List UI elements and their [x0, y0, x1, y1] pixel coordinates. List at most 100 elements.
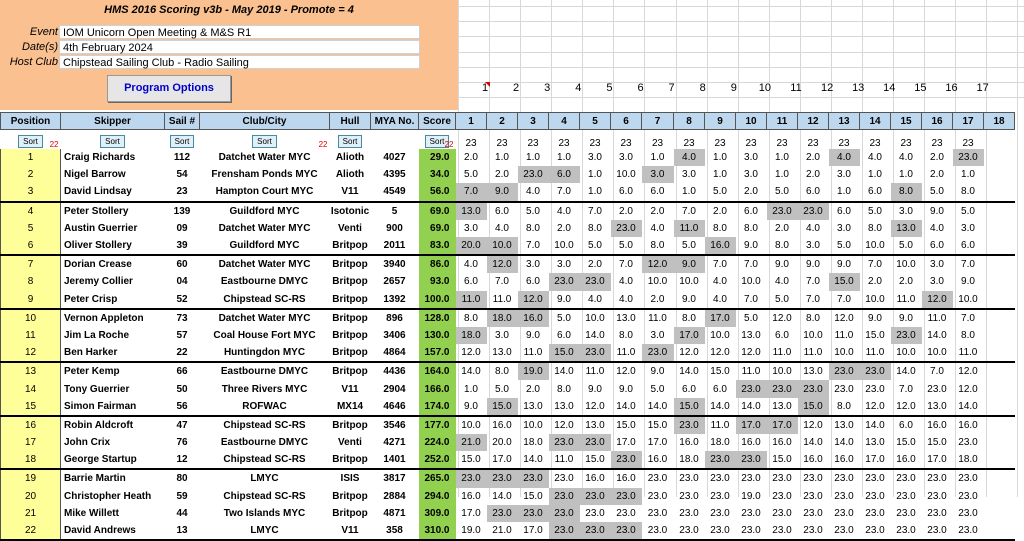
column-header[interactable]: 11: [766, 112, 798, 130]
column-header[interactable]: 18: [983, 112, 1015, 130]
column-header[interactable]: MYA No.: [370, 112, 419, 130]
race-result-cell: 6.0: [713, 383, 727, 395]
column-header[interactable]: 6: [610, 112, 642, 130]
table-row[interactable]: 3 David Lindsay 23 Hampton Court MYC V11 4549…: [0, 183, 1015, 203]
sort-button[interactable]: Sort: [169, 134, 195, 148]
column-header[interactable]: 3: [517, 112, 549, 130]
table-row[interactable]: 8 Jeremy Collier 04 Eastbourne DMYC Britpop 2…: [0, 273, 1015, 291]
race-result-cell: 14.0: [610, 397, 642, 417]
table-row[interactable]: 21 Mike Willett 44 Two Islands MYC Britpop 48…: [0, 504, 1015, 522]
race-result-cell: 1.0: [775, 169, 789, 181]
table-row[interactable]: 16 Robin Aldcroft 47 Chipstead SC-RS Britpop…: [0, 415, 1015, 434]
column-header[interactable]: 2: [486, 112, 518, 130]
race-result-cell: 23.0: [865, 383, 885, 395]
column-header[interactable]: 5: [579, 112, 611, 130]
race-result-cell: 14.0: [735, 397, 767, 417]
table-row[interactable]: 19 Barrie Martin 80 LMYC ISIS 3817 265.0 23.0 23…: [0, 469, 1015, 488]
table-row[interactable]: 11 Jim La Roche 57 Coal House Fort MYC Britp…: [0, 326, 1015, 345]
race-result-cell: 1.0: [526, 152, 540, 164]
column-header[interactable]: Hull: [329, 112, 371, 130]
race-number-label: 4: [575, 82, 582, 94]
table-row[interactable]: 14 Tony Guerrier 50 Three Rivers MYC V11 2904…: [0, 380, 1015, 398]
column-header[interactable]: 9: [704, 112, 736, 130]
table-row[interactable]: 6 Oliver Stollery 39 Guildford MYC Britpop 20…: [0, 236, 1015, 257]
race-result-cell: 10.0: [952, 290, 984, 310]
empty-cell: [984, 309, 1015, 327]
race-result-cell: 11.0: [517, 344, 549, 364]
sort-button[interactable]: Sort: [252, 134, 277, 148]
sort-button[interactable]: Sort: [337, 134, 363, 148]
race-result-cell: 7.0: [806, 276, 820, 288]
program-options-button[interactable]: Program Options: [107, 75, 231, 102]
table-row[interactable]: 2 Nigel Barrow 54 Frensham Ponds MYC Alioth 4…: [0, 166, 1015, 184]
table-row[interactable]: 5 Austin Guerrier 09 Datchet Water MYC Venti…: [0, 219, 1015, 237]
entries-count-cell: 23: [589, 138, 601, 149]
discarded-race-cell: 23.0: [735, 380, 767, 398]
position-cell: 14: [0, 380, 61, 398]
sail-number-cell: 54: [176, 169, 188, 181]
race-result-cell: 4.0: [557, 205, 571, 217]
skipper-cell: Jim La Roche: [64, 329, 130, 341]
column-header[interactable]: Score: [418, 112, 456, 130]
column-header[interactable]: 8: [673, 112, 705, 130]
hull-cell: V11: [329, 521, 371, 541]
skipper-cell: John Crix: [64, 437, 111, 449]
column-header[interactable]: 10: [735, 112, 767, 130]
table-row[interactable]: 18 George Startup 12 Chipstead SC-RS Britpop…: [0, 451, 1015, 471]
sort-button[interactable]: Sort: [18, 134, 43, 148]
race-result-cell: 14.0: [492, 490, 512, 502]
race-result-cell: 16.0: [927, 419, 947, 431]
race-result-cell: 10.0: [461, 419, 481, 431]
skipper-cell: Nigel Barrow: [64, 169, 126, 181]
race-result-cell: 9.0: [735, 236, 767, 257]
table-row[interactable]: 10 Vernon Appleton 73 Datchet Water MYC Brit…: [0, 308, 1015, 327]
column-header[interactable]: 15: [890, 112, 922, 130]
grid-line: [458, 51, 1024, 53]
race-result-cell: 12.0: [735, 344, 767, 364]
table-row[interactable]: 4 Peter Stollery 139 Guildford MYC Isotonic 5…: [0, 201, 1015, 220]
table-row[interactable]: 7 Dorian Crease 60 Datchet Water MYC Britpop…: [0, 255, 1015, 274]
race-result-cell: 9.0: [619, 383, 633, 395]
table-row[interactable]: 12 Ben Harker 22 Huntingdon MYC Britpop 4864 1…: [0, 344, 1015, 364]
score-cell: 310.0: [418, 521, 456, 541]
race-result-cell: 7.0: [682, 205, 696, 217]
table-row[interactable]: 22 David Andrews 13 LMYC V11 358 310.0 19.0 21.0…: [0, 521, 1015, 541]
column-header[interactable]: Club/City: [199, 112, 330, 130]
column-header[interactable]: 14: [859, 112, 891, 130]
sort-button[interactable]: Sort: [100, 134, 125, 148]
race-result-cell: 7.0: [868, 259, 882, 271]
race-result-cell: 11.0: [585, 366, 605, 378]
column-header[interactable]: Position: [0, 112, 61, 130]
mya-number-cell: 2904: [383, 383, 406, 395]
club-cell: Datchet Water MYC: [218, 222, 311, 234]
column-header[interactable]: 17: [952, 112, 984, 130]
table-row[interactable]: 15 Simon Fairman 56 ROFWAC MX14 4646 174.0 9.0 1…: [0, 397, 1015, 417]
skipper-cell: George Startup: [60, 451, 165, 471]
column-header[interactable]: 12: [797, 112, 829, 130]
hull-cell: Venti: [338, 222, 362, 234]
race-result-cell: 4.0: [899, 152, 913, 164]
race-result-cell: 16.0: [741, 437, 761, 449]
race-result-cell: 2.0: [495, 169, 509, 181]
column-header[interactable]: 1: [455, 112, 487, 130]
table-row[interactable]: 9 Peter Crisp 52 Chipstead SC-RS Britpop 1392…: [0, 290, 1015, 310]
table-row[interactable]: 20 Christopher Heath 59 Chipstead SC-RS Brit…: [0, 487, 1015, 505]
column-header[interactable]: 4: [548, 112, 580, 130]
event-value-field[interactable]: IOM Unicorn Open Meeting & M&S R1: [59, 25, 420, 39]
column-header[interactable]: 7: [641, 112, 674, 130]
column-header[interactable]: 16: [921, 112, 953, 130]
empty-cell: [984, 416, 1015, 434]
host-club-value-field[interactable]: Chipstead Sailing Club - Radio Sailing: [59, 55, 420, 69]
sort-button[interactable]: Sort: [424, 134, 450, 148]
discarded-race-cell: 13.0: [890, 219, 922, 237]
hull-cell: Venti: [338, 437, 362, 449]
table-row[interactable]: 1 Craig Richards 112 Datchet Water MYC Aliot…: [0, 149, 1015, 167]
column-header[interactable]: Skipper: [60, 112, 165, 130]
column-header[interactable]: Sail #: [164, 112, 200, 130]
table-row[interactable]: 17 John Crix 76 Eastbourne DMYC Venti 4271 224…: [0, 434, 1015, 452]
column-header[interactable]: 13: [828, 112, 860, 130]
dates-value-field[interactable]: 4th February 2024: [59, 40, 420, 54]
discarded-race-cell: 23.0: [610, 219, 642, 237]
table-row[interactable]: 13 Peter Kemp 66 Eastbourne DMYC Britpop 4436…: [0, 362, 1015, 381]
race-result-cell: 1.0: [713, 169, 727, 181]
